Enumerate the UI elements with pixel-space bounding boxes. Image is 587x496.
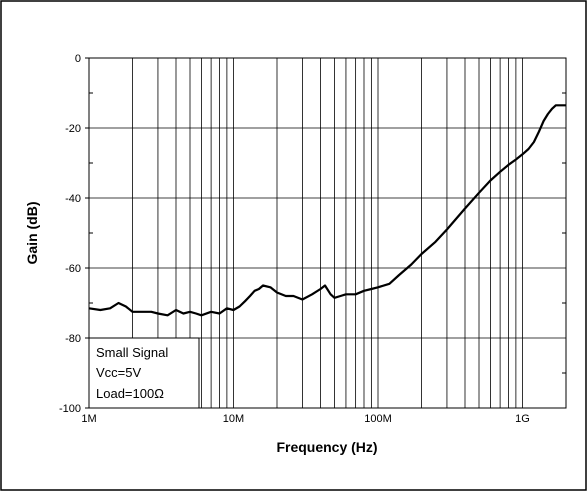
annotation-line: Vcc=5V xyxy=(96,365,141,380)
y-tick-label: 0 xyxy=(75,53,81,65)
annotation-border xyxy=(88,337,200,409)
plot-area-border xyxy=(88,57,567,409)
x-tick-labels: 1M 10M 100M 1G xyxy=(81,413,529,425)
y-tick-label: -40 xyxy=(65,193,81,205)
y-tick-labels: 0 -20 -40 -60 -80 -100 xyxy=(59,53,81,415)
y-tick-label: -20 xyxy=(65,123,81,135)
x-tick-label: 100M xyxy=(364,413,392,425)
gain-series-line xyxy=(88,104,566,317)
series-group xyxy=(88,104,566,317)
y-tick-label: -60 xyxy=(65,263,81,275)
annotation-box: Small Signal Vcc=5V Load=100Ω xyxy=(88,337,200,409)
x-axis-label: Frequency (Hz) xyxy=(276,439,377,455)
x-tick-label: 1M xyxy=(81,413,96,425)
y-tick-label: -100 xyxy=(59,403,81,415)
annotation-line: Load=100Ω xyxy=(96,386,164,401)
x-tick-label: 10M xyxy=(223,413,244,425)
y-axis-label: Gain (dB) xyxy=(24,202,40,265)
annotation-line: Small Signal xyxy=(96,345,168,360)
y-tick-label: -80 xyxy=(65,333,81,345)
x-tick-label: 1G xyxy=(515,413,530,425)
